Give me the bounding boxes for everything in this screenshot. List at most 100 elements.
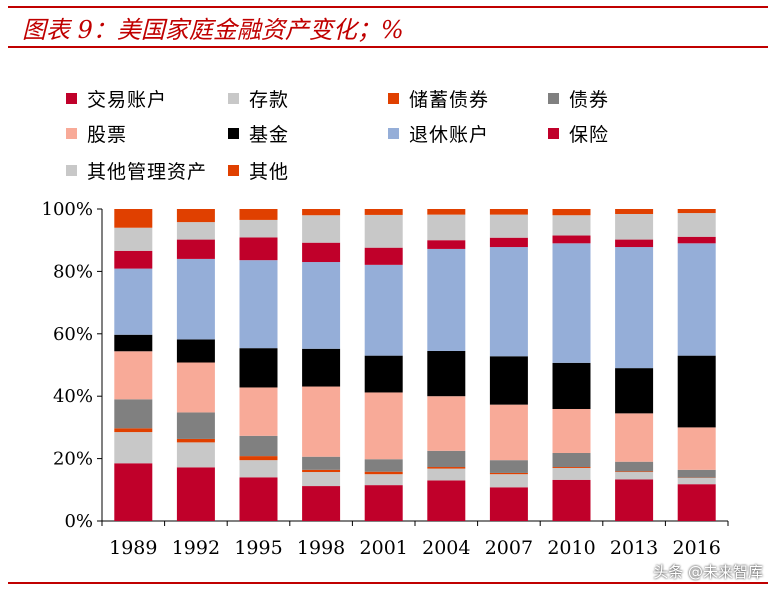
bar-segment [364, 474, 403, 486]
bar-segment [364, 264, 403, 356]
legend-swatch [548, 93, 559, 104]
bar-segment [552, 243, 591, 363]
bar-segment [552, 479, 591, 521]
bar-segment [239, 209, 278, 220]
bar-segment [427, 209, 466, 215]
chart-legend: 交易账户 存款 储蓄债券 债券 股票 基金 退休账户 保险 其他管理资产 其他 [0, 0, 773, 200]
bar-segment [427, 468, 466, 481]
bar-segment [615, 247, 654, 369]
x-tick-label: 2013 [610, 537, 658, 559]
bar-segment [615, 471, 654, 473]
legend-item-3: 债券 [548, 85, 609, 112]
legend-item-6: 退休账户 [388, 120, 489, 147]
x-tick-label: 1995 [234, 537, 282, 559]
bar-segment [239, 237, 278, 261]
bar-segment [176, 467, 215, 521]
bar-segment [302, 472, 341, 487]
bar-segment [114, 428, 153, 433]
legend-label: 交易账户 [87, 89, 168, 111]
bar-segment [489, 472, 528, 475]
bar-segment [427, 240, 466, 249]
bar-segment [364, 392, 403, 460]
bar-segment [552, 362, 591, 409]
legend-swatch [66, 165, 77, 176]
bar-segment [677, 213, 716, 237]
bar-segment [427, 467, 466, 469]
chart-title: 图表 9：美国家庭金融资产变化；% [22, 16, 404, 44]
bar-segment [615, 368, 654, 414]
bar-segment [176, 339, 215, 363]
bar-segment [239, 460, 278, 478]
x-tick-label: 1989 [109, 537, 157, 559]
bar-segment [489, 214, 528, 238]
bar-segment [552, 467, 591, 468]
legend-label: 退休账户 [409, 124, 490, 146]
bar-segment [427, 450, 466, 468]
x-tick-label: 2001 [360, 537, 408, 559]
bar-segment [427, 248, 466, 351]
bar-segment [114, 463, 153, 521]
legend-label: 基金 [249, 124, 290, 146]
x-tick-label: 1992 [172, 537, 220, 559]
bar-segment [677, 355, 716, 428]
x-tick-label: 1998 [297, 537, 345, 559]
bar-segment [176, 438, 215, 443]
top-rule [8, 6, 768, 8]
bar-segment [552, 209, 591, 216]
legend-swatch [228, 128, 239, 139]
bar-segment [114, 209, 153, 228]
bar-segment [176, 239, 215, 259]
legend-label: 债券 [569, 89, 610, 111]
bar-segment [364, 209, 403, 215]
bar-segment [239, 435, 278, 457]
bar-segment [615, 461, 654, 472]
bar-segment [427, 214, 466, 241]
bar-segment [302, 209, 341, 216]
bottom-rule [8, 582, 768, 584]
bar-segment [364, 214, 403, 248]
y-tick-label: 80% [53, 261, 93, 282]
bar-segment [552, 215, 591, 236]
bar-segment [615, 213, 654, 240]
bar-segment [176, 258, 215, 340]
bar-segment [364, 247, 403, 265]
bar-segment [114, 399, 153, 429]
bar-segment [677, 243, 716, 356]
y-tick-label: 60% [53, 324, 93, 345]
legend-swatch [548, 128, 559, 139]
legend-swatch [228, 165, 239, 176]
bar-segment [489, 356, 528, 405]
bar-segment [114, 351, 153, 400]
bar-segment [114, 250, 153, 269]
y-tick-label: 40% [53, 386, 93, 407]
y-tick-label: 0% [64, 511, 93, 532]
x-tick-label: 2010 [547, 537, 595, 559]
legend-swatch [66, 128, 77, 139]
legend-label: 其他管理资产 [87, 161, 208, 183]
bar-segment [489, 247, 528, 357]
legend-item-7: 保险 [548, 120, 609, 147]
legend-label: 储蓄债券 [409, 89, 490, 111]
bar-segment [302, 486, 341, 521]
bar-segment [302, 469, 341, 473]
bar-segment [302, 348, 341, 387]
bar-segment [677, 469, 716, 478]
bar-segment [552, 467, 591, 480]
bar-segment [615, 472, 654, 480]
legend-item-8: 其他管理资产 [66, 157, 207, 184]
legend-label: 保险 [569, 124, 610, 146]
bar-segment [615, 413, 654, 462]
bar-segment [239, 456, 278, 461]
bar-segment [677, 236, 716, 244]
legend-swatch [66, 93, 77, 104]
bar-segment [176, 209, 215, 223]
legend-swatch [388, 128, 399, 139]
bar-segment [239, 219, 278, 238]
bar-segment [489, 474, 528, 488]
legend-item-2: 储蓄债券 [388, 85, 489, 112]
bar-segment [364, 355, 403, 393]
bar-segment [677, 484, 716, 521]
legend-item-0: 交易账户 [66, 85, 167, 112]
x-tick-label: 2016 [673, 537, 721, 559]
bar-segment [176, 222, 215, 240]
